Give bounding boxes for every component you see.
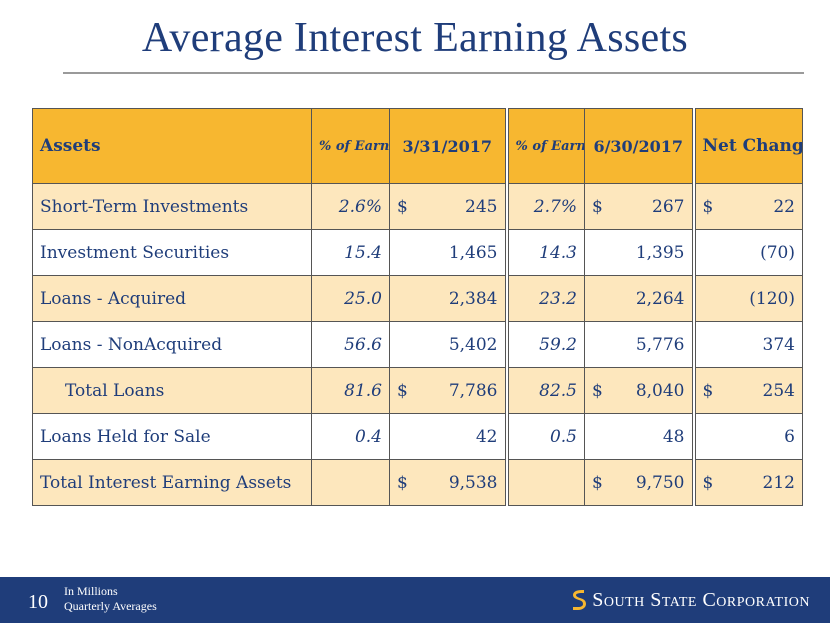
currency-sign: $ [592,196,603,217]
value: 6 [784,426,795,447]
company-logo: South State Corporation [570,588,810,612]
row-label: Total Interest Earning Assets [32,459,312,506]
table-header-row: Assets % of Earning Assets 3/31/2017 % o… [32,108,803,184]
row-label: Investment Securities [32,229,312,276]
footer-note: In Millions [64,584,118,598]
value: (120) [749,288,795,309]
title-divider [63,72,804,74]
value: 2,384 [448,288,498,309]
value: 374 [762,334,795,355]
s-logo-icon [573,590,587,610]
page-title: Average Interest Earning Assets [141,15,689,61]
value: 245 [465,196,498,217]
pct-cell: 82.5 [504,367,585,414]
pct-cell: 23.2 [504,275,585,322]
net-change-cell: 6 [691,413,803,460]
value: 2,264 [635,288,685,309]
table-row-total: Total Interest Earning Assets $9,538 $9,… [32,459,803,506]
pct-cell [504,459,585,506]
value-cell: $9,538 [389,459,507,506]
value-cell: 1,465 [389,229,507,276]
value-cell: $7,786 [389,367,507,414]
pct-cell [311,459,390,506]
header-pct-earning-assets-2: % of Earning Assets [504,108,585,184]
brand-name: South State Corporation [592,588,810,611]
footer-notes: In Millions Quarterly Averages [64,584,157,614]
currency-sign: $ [397,472,408,493]
value: 9,750 [635,472,685,493]
net-change-cell: $254 [691,367,803,414]
footer-note: Quarterly Averages [64,599,157,613]
value: 8,040 [635,380,685,401]
row-label: Short-Term Investments [32,183,312,230]
value-cell: $245 [389,183,507,230]
value: 254 [762,380,795,401]
value-cell: $8,040 [584,367,694,414]
value-cell: 48 [584,413,694,460]
table-row: Loans - Acquired 25.0 2,384 23.2 2,264 (… [32,275,803,322]
net-change-cell: (70) [691,229,803,276]
row-label: Loans Held for Sale [32,413,312,460]
table-row: Short-Term Investments 2.6% $245 2.7% $2… [32,183,803,230]
pct-cell: 59.2 [504,321,585,368]
table-row: Loans Held for Sale 0.4 42 0.5 48 6 [32,413,803,460]
assets-table: Assets % of Earning Assets 3/31/2017 % o… [32,108,803,506]
value-cell: 2,264 [584,275,694,322]
value: 5,776 [635,334,685,355]
pct-cell: 14.3 [504,229,585,276]
value-cell: 1,395 [584,229,694,276]
row-label: Loans - NonAcquired [32,321,312,368]
net-change-cell: (120) [691,275,803,322]
net-change-cell: $212 [691,459,803,506]
header-pct-earning-assets-1: % of Earning Assets [311,108,390,184]
pct-cell: 0.4 [311,413,390,460]
currency-sign: $ [702,196,714,217]
value: 7,786 [448,380,498,401]
value-cell: 5,402 [389,321,507,368]
currency-sign: $ [592,380,603,401]
currency-sign: $ [592,472,603,493]
currency-sign: $ [702,472,714,493]
value-cell: $9,750 [584,459,694,506]
page-number: 10 [28,591,48,613]
pct-cell: 81.6 [311,367,390,414]
pct-cell: 0.5 [504,413,585,460]
currency-sign: $ [702,380,714,401]
value-cell: 2,384 [389,275,507,322]
value: 1,465 [448,242,498,263]
currency-sign: $ [397,380,408,401]
footer-bar: 10 In Millions Quarterly Averages South … [0,577,830,623]
pct-cell: 56.6 [311,321,390,368]
table-row: Investment Securities 15.4 1,465 14.3 1,… [32,229,803,276]
value-cell: 5,776 [584,321,694,368]
pct-cell: 2.7% [504,183,585,230]
header-net-change: Net Change [691,108,803,184]
row-label: Total Loans [32,367,312,414]
currency-sign: $ [397,196,408,217]
row-label: Loans - Acquired [32,275,312,322]
header-date-2: 6/30/2017 [584,108,694,184]
pct-cell: 15.4 [311,229,390,276]
table-row: Total Loans 81.6 $7,786 82.5 $8,040 $254 [32,367,803,414]
value: 212 [762,472,795,493]
net-change-cell: 374 [691,321,803,368]
header-assets: Assets [32,108,312,184]
value-cell: 42 [389,413,507,460]
value: 267 [652,196,685,217]
header-date-1: 3/31/2017 [389,108,507,184]
value: 1,395 [635,242,685,263]
table-row: Loans - NonAcquired 56.6 5,402 59.2 5,77… [32,321,803,368]
pct-cell: 25.0 [311,275,390,322]
value: 42 [475,426,498,447]
value: 48 [662,426,685,447]
net-change-cell: $22 [691,183,803,230]
value: 9,538 [448,472,498,493]
value: 22 [773,196,795,217]
pct-cell: 2.6% [311,183,390,230]
value: 5,402 [448,334,498,355]
value-cell: $267 [584,183,694,230]
value: (70) [760,242,795,263]
